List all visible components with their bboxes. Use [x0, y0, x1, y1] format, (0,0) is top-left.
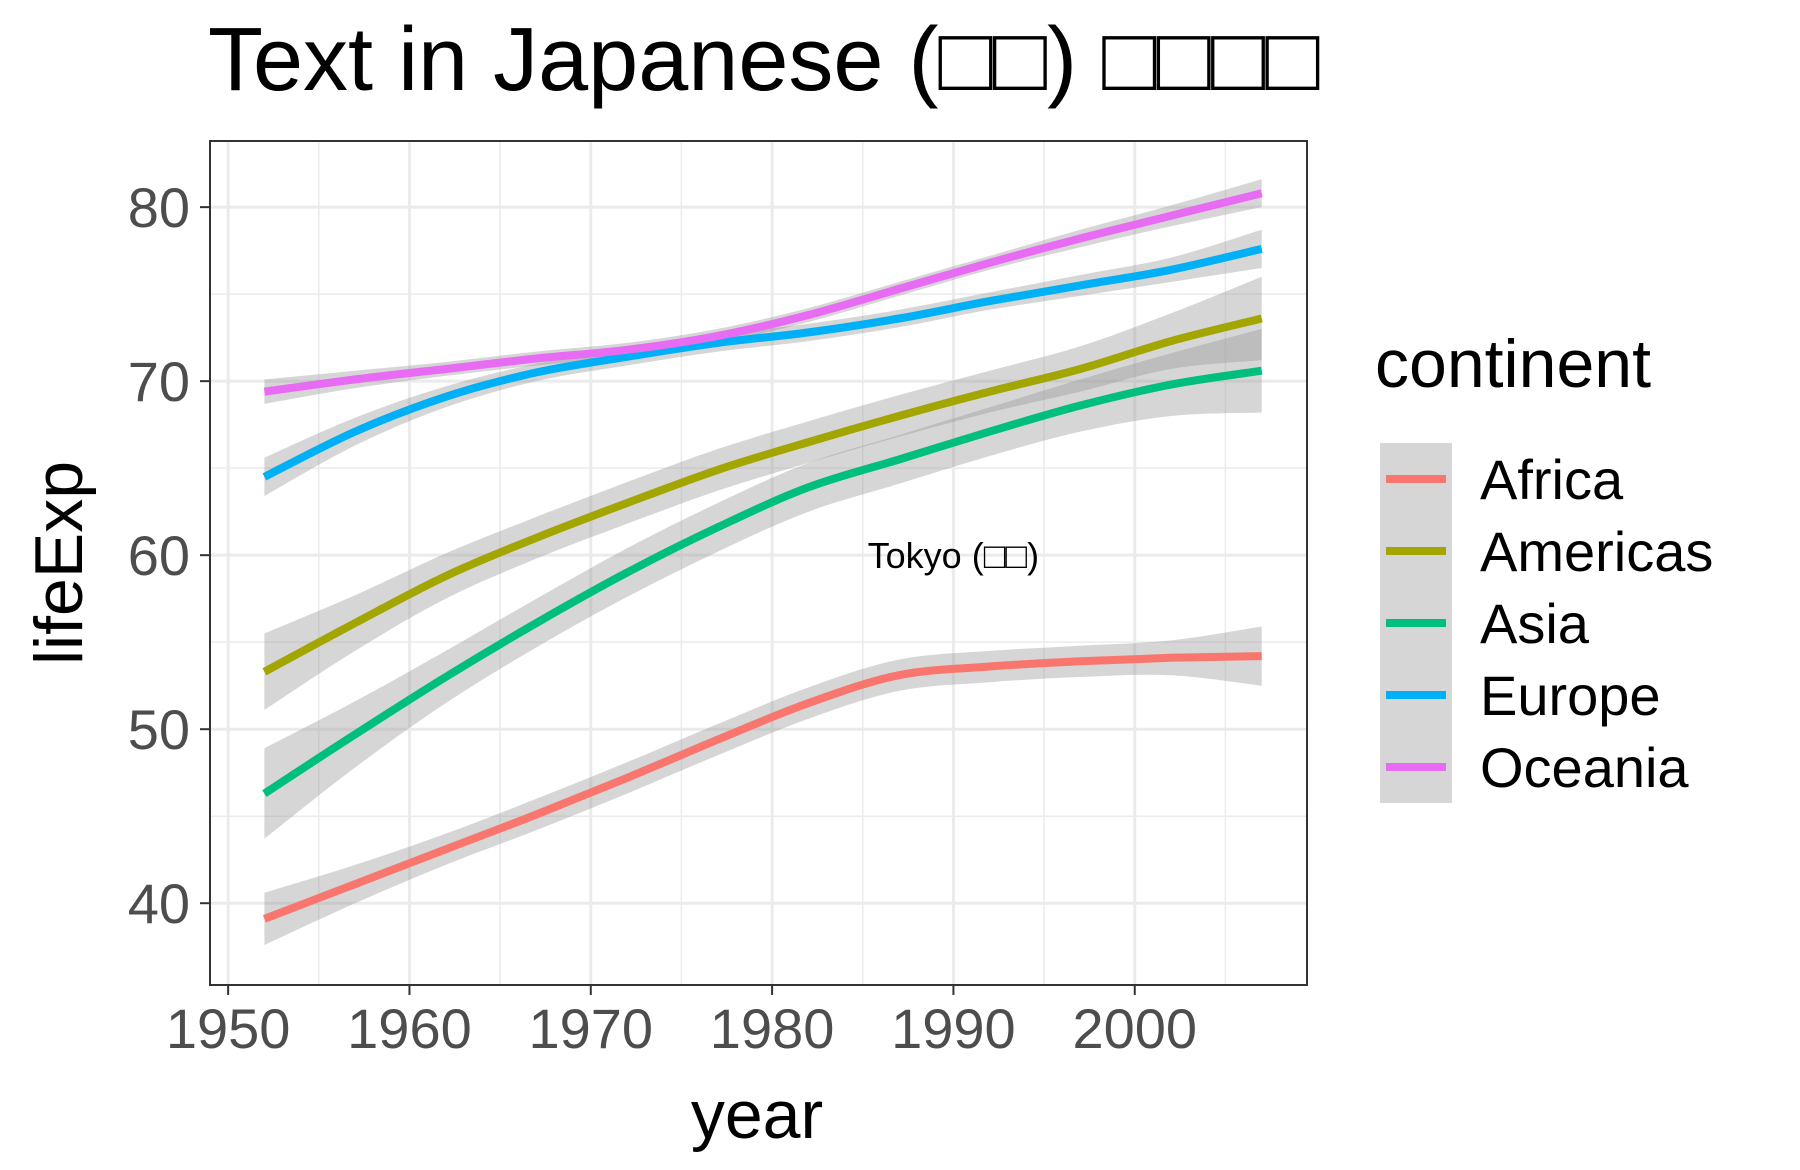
y-tick-label: 40 — [128, 872, 190, 935]
x-tick-label: 1960 — [347, 997, 472, 1060]
series-lines — [262, 189, 1263, 923]
series-line-oceania — [263, 189, 1263, 396]
legend-label-asia: Asia — [1480, 592, 1590, 655]
chart-title: Text in Japanese (□□) □□□□ — [208, 10, 1320, 110]
x-tick-label: 1980 — [710, 997, 835, 1060]
confidence-band-asia — [264, 328, 1262, 839]
series-line-europe — [262, 245, 1263, 481]
x-axis: 1950 1960 1970 1980 1990 2000 — [166, 985, 1197, 1060]
y-axis: 40 50 60 70 80 — [128, 176, 210, 935]
plot-border — [209, 140, 1308, 986]
x-tick-label: 1990 — [891, 997, 1016, 1060]
legend-label-europe: Europe — [1480, 664, 1661, 727]
legend-label-africa: Africa — [1480, 448, 1624, 511]
grid-minor — [210, 141, 1307, 985]
x-tick-label: 1950 — [166, 997, 291, 1060]
y-tick-label: 50 — [128, 698, 190, 761]
series-line-africa — [262, 652, 1262, 923]
legend: continent Africa Americas Asia Europe Oceani… — [1375, 326, 1713, 803]
annotation-label: Tokyo (□□) — [868, 535, 1040, 576]
plot-area: Tokyo (□□) — [209, 140, 1308, 986]
series-line-asia — [262, 366, 1263, 797]
x-axis-title: year — [691, 1077, 823, 1153]
legend-title: continent — [1375, 326, 1651, 402]
grid-major — [210, 141, 1307, 985]
y-tick-label: 80 — [128, 176, 190, 239]
y-tick-label: 70 — [128, 350, 190, 413]
legend-label-americas: Americas — [1480, 520, 1713, 583]
y-tick-label: 60 — [128, 524, 190, 587]
y-axis-title: lifeExp — [21, 461, 97, 665]
x-tick-label: 2000 — [1072, 997, 1197, 1060]
legend-items: Africa Americas Asia Europe Oceania — [1380, 443, 1713, 803]
series-line-americas — [262, 314, 1263, 676]
legend-label-oceania: Oceania — [1480, 736, 1689, 799]
x-tick-label: 1970 — [528, 997, 653, 1060]
